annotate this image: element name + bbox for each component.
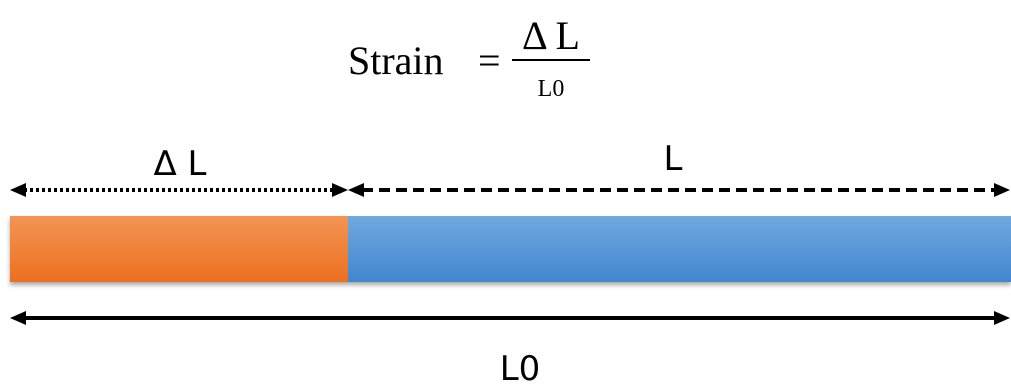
delta-l-segment [10, 216, 348, 282]
arrowhead-right [994, 183, 1010, 197]
l-segment [348, 216, 1011, 282]
delta-l-label: Δ L [153, 144, 206, 184]
strain-formula: Strain = Δ L L0 [348, 13, 590, 102]
formula-lhs: Strain [348, 38, 444, 83]
arrowhead-right [994, 311, 1010, 325]
arrowhead-left [10, 311, 26, 325]
formula-denominator: L0 [538, 76, 565, 102]
l0-solid-arrow [10, 311, 1010, 325]
arrowhead-left [10, 183, 26, 197]
specimen-bar [10, 216, 1011, 282]
l0-label: L0 [500, 349, 541, 389]
arrowhead-left [348, 183, 364, 197]
l-dashed-arrow [348, 183, 1010, 197]
l-label: L [664, 139, 683, 179]
arrowhead-right [332, 183, 348, 197]
delta-l-dotted-arrow [10, 183, 348, 197]
formula-numerator: Δ L [522, 13, 580, 58]
formula-equals: = [478, 38, 501, 83]
